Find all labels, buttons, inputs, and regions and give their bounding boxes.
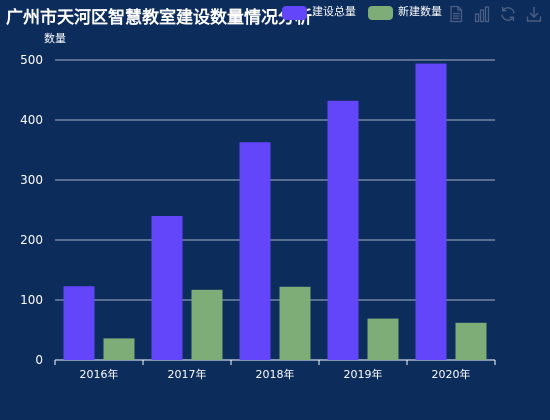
legend-swatch-new: [368, 6, 393, 20]
bar-total: [63, 286, 95, 360]
bar-total: [239, 142, 271, 360]
legend-label-total: 建设总量: [312, 5, 356, 18]
bar-new: [103, 338, 135, 360]
bar-new: [455, 322, 487, 360]
y-tick-label: 300: [20, 173, 43, 187]
x-tick-label: 2018年: [256, 367, 295, 381]
y-tick-label: 0: [35, 353, 43, 367]
bar-new: [279, 286, 311, 360]
bar-new: [191, 289, 223, 360]
x-tick-label: 2016年: [80, 367, 119, 381]
bar-total: [415, 63, 447, 360]
x-tick-label: 2019年: [344, 367, 383, 381]
legend-swatch-total: [282, 6, 307, 20]
legend-label-new: 新建数量: [398, 5, 442, 18]
bar-total: [151, 216, 183, 360]
x-tick-label: 2017年: [168, 367, 207, 381]
y-tick-label: 100: [20, 293, 43, 307]
bar-new: [367, 318, 399, 360]
restore-icon[interactable]: [499, 5, 517, 23]
bar-total: [327, 100, 359, 361]
y-axis-label: 数量: [44, 32, 66, 45]
chart-title: 广州市天河区智慧教室建设数量情况分析: [6, 8, 312, 28]
y-tick-label: 400: [20, 113, 43, 127]
x-tick-label: 2020年: [432, 367, 471, 381]
y-tick-label: 500: [20, 53, 43, 67]
bar-chart-icon[interactable]: [473, 5, 491, 23]
data-view-icon[interactable]: [447, 5, 465, 23]
y-tick-label: 200: [20, 233, 43, 247]
save-image-icon[interactable]: [525, 5, 543, 23]
